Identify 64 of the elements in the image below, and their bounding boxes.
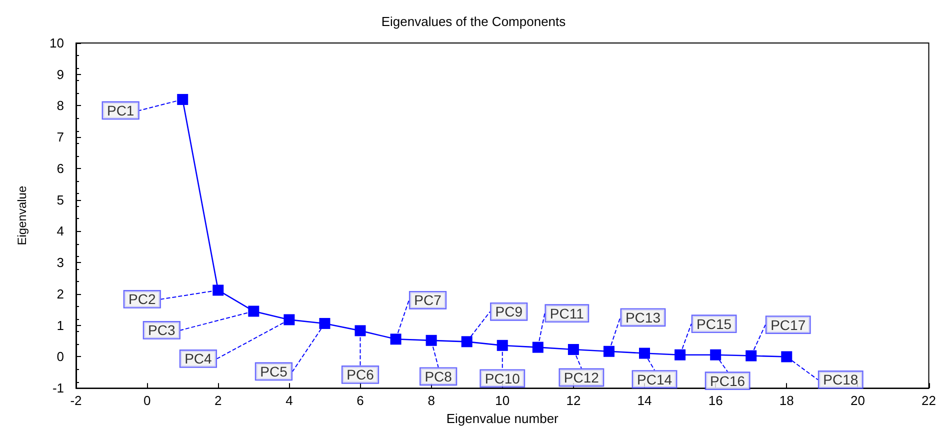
y-tick-label: 7 — [56, 130, 64, 145]
y-tick-label: 9 — [56, 66, 64, 82]
x-tick-label: 4 — [286, 393, 293, 408]
x-axis-title: Eigenvalue number — [446, 411, 560, 426]
point — [426, 334, 437, 346]
x-tick-label: 2 — [214, 393, 222, 408]
y-tick-label: 1 — [56, 318, 64, 333]
annotation: PC4 — [184, 350, 212, 367]
annotation: PC17 — [770, 316, 806, 333]
x-tick-label: 14 — [637, 393, 652, 408]
annotation: PC1 — [106, 102, 134, 118]
annotation: PC9 — [495, 304, 523, 320]
annotation: PC2 — [128, 291, 156, 308]
annotation: PC10 — [484, 370, 520, 386]
y-tick-label: 6 — [56, 160, 64, 176]
point — [284, 314, 295, 326]
point — [354, 325, 366, 336]
annotation: PC5 — [260, 363, 288, 380]
x-tick-label: 18 — [779, 393, 794, 408]
y-tick-label: 2 — [56, 286, 64, 302]
annotation: PC18 — [823, 372, 858, 388]
x-tick-label: 22 — [922, 393, 936, 408]
x-tick-label: -2 — [70, 393, 82, 408]
y-tick-label: 8 — [56, 98, 64, 114]
annotation: PC16 — [710, 372, 746, 389]
y-tick-label: 0 — [56, 349, 64, 364]
y-tick-label: 4 — [56, 224, 64, 239]
annotation: PC7 — [414, 292, 442, 308]
point — [603, 346, 614, 357]
point — [639, 348, 650, 359]
annotation: PC13 — [625, 309, 661, 326]
point — [461, 336, 472, 348]
point — [781, 351, 792, 362]
x-tick-label: 16 — [708, 393, 723, 408]
y-tick-label: 3 — [56, 255, 64, 270]
y-tick-label: -1 — [52, 380, 64, 396]
point — [746, 350, 757, 362]
annotation: PC6 — [346, 366, 374, 383]
point — [710, 349, 722, 360]
point — [568, 344, 579, 356]
x-tick-label: 10 — [495, 393, 510, 408]
point — [212, 284, 224, 296]
y-tick-label: 10 — [50, 36, 64, 50]
point — [390, 334, 402, 345]
point — [177, 94, 188, 105]
annotation: PC15 — [696, 316, 732, 332]
x-tick-label: 12 — [566, 393, 581, 408]
y-axis-title: Eigenvalue — [15, 186, 29, 246]
point — [248, 306, 260, 317]
annotation: PC8 — [424, 368, 452, 384]
y-tick-label: 5 — [56, 192, 64, 208]
point — [674, 349, 686, 360]
x-tick-label: 20 — [850, 393, 865, 408]
point — [496, 340, 508, 351]
annotation: PC14 — [637, 371, 672, 388]
chart-title: Eigenvalues of the Components — [381, 14, 566, 29]
x-tick-label: 0 — [143, 393, 151, 408]
annotation: PC12 — [564, 370, 600, 386]
point — [532, 342, 544, 353]
annotation: PC3 — [148, 322, 176, 338]
x-tick-label: 8 — [428, 393, 435, 408]
point — [319, 318, 330, 329]
x-tick-label: 6 — [356, 393, 364, 408]
annotation: PC11 — [550, 305, 584, 322]
